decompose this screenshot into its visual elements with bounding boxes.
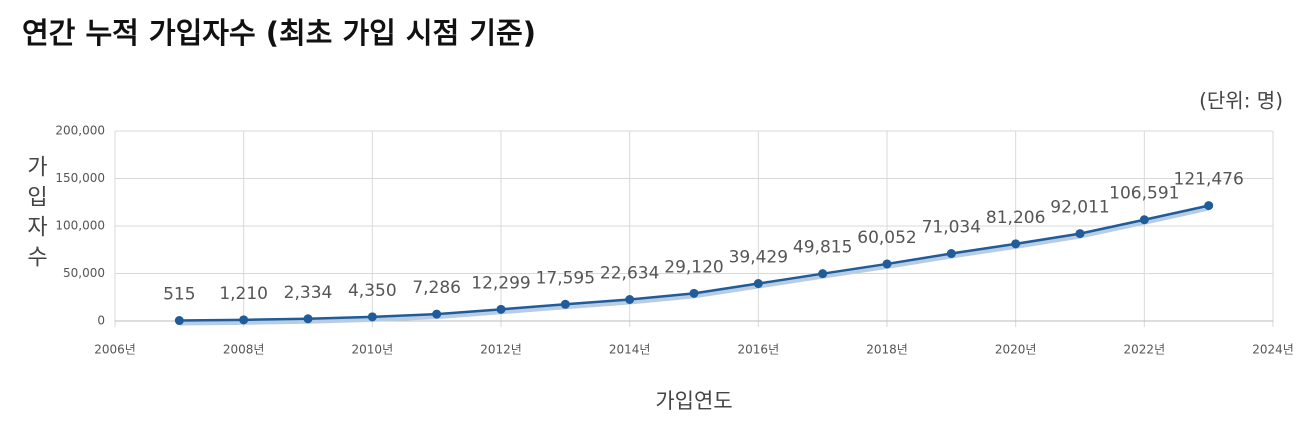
value-label: 60,052 <box>857 228 916 248</box>
y-tick-label: 50,000 <box>63 266 105 280</box>
value-label: 17,595 <box>536 268 595 288</box>
point <box>367 312 377 322</box>
point <box>818 269 828 279</box>
point <box>303 314 313 324</box>
point <box>1075 229 1085 239</box>
point <box>174 316 184 326</box>
point <box>1204 201 1214 211</box>
y-tick-label: 200,000 <box>55 124 105 138</box>
value-label: 49,815 <box>793 238 852 258</box>
x-tick-label: 2012년 <box>480 343 522 357</box>
x-tick-label: 2010년 <box>352 343 394 357</box>
value-label: 29,120 <box>664 257 723 277</box>
value-label: 515 <box>163 285 195 305</box>
x-tick-label: 2022년 <box>1124 343 1166 357</box>
value-label: 71,034 <box>922 218 981 238</box>
value-label: 106,591 <box>1109 184 1179 204</box>
x-tick-label: 2008년 <box>223 343 265 357</box>
x-tick-label: 2006년 <box>94 343 136 357</box>
value-label: 22,634 <box>600 263 659 283</box>
point <box>946 249 956 259</box>
y-tick-label: 0 <box>97 314 105 328</box>
value-label: 4,350 <box>348 281 397 301</box>
x-tick-label: 2014년 <box>609 343 651 357</box>
x-tick-label: 2016년 <box>738 343 780 357</box>
x-tick-label: 2020년 <box>995 343 1037 357</box>
point <box>689 288 699 298</box>
x-axis-label: 가입연도 <box>655 389 732 413</box>
chart-title: 연간 누적 가입자수 (최초 가입 시점 기준) <box>22 16 536 50</box>
point <box>560 299 570 309</box>
y-axis-label: 가입자수 <box>23 155 48 275</box>
value-label: 121,476 <box>1174 170 1244 190</box>
x-tick-label: 2018년 <box>866 343 908 357</box>
x-tick-label: 2024년 <box>1252 343 1294 357</box>
y-tick-label: 150,000 <box>55 171 105 185</box>
point <box>1139 215 1149 225</box>
value-label: 2,334 <box>284 283 333 303</box>
point <box>496 304 506 314</box>
point <box>625 294 635 304</box>
value-label: 81,206 <box>986 208 1045 228</box>
point <box>239 315 249 325</box>
value-label: 7,286 <box>412 278 461 298</box>
value-label: 1,210 <box>219 284 268 304</box>
point <box>1011 239 1021 249</box>
point <box>432 309 442 319</box>
point <box>882 259 892 269</box>
unit-label: (단위: 명) <box>1199 89 1283 113</box>
value-label: 92,011 <box>1050 198 1109 218</box>
y-tick-label: 100,000 <box>55 219 105 233</box>
value-label: 39,429 <box>729 248 788 268</box>
value-label: 12,299 <box>471 273 530 293</box>
point <box>753 279 763 289</box>
